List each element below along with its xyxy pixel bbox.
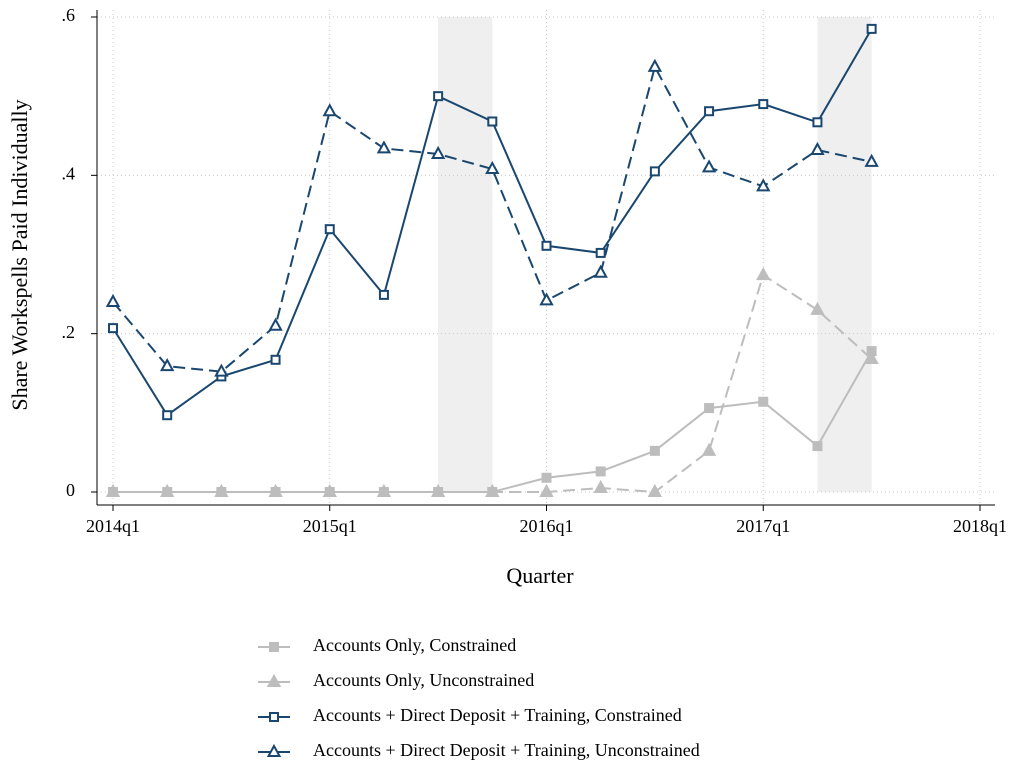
y-tick-label: 0 bbox=[66, 480, 75, 500]
marker bbox=[595, 466, 606, 477]
marker bbox=[269, 712, 279, 722]
marker bbox=[701, 159, 717, 173]
y-axis-label: Share Workspells Paid Individually bbox=[7, 99, 32, 410]
marker bbox=[268, 317, 283, 331]
series-line bbox=[112, 64, 872, 373]
marker bbox=[812, 441, 823, 452]
shaded-region bbox=[438, 17, 493, 492]
marker bbox=[810, 301, 825, 315]
marker bbox=[487, 116, 498, 127]
marker bbox=[704, 403, 715, 414]
y-tick-label: .2 bbox=[62, 322, 76, 342]
legend-label: Accounts + Direct Deposit + Training, Un… bbox=[313, 740, 700, 760]
legend-label: Accounts Only, Unconstrained bbox=[313, 670, 534, 690]
marker bbox=[105, 293, 121, 307]
x-tick-label: 2015q1 bbox=[303, 516, 357, 536]
y-tick-label: .4 bbox=[62, 163, 76, 183]
marker bbox=[539, 483, 554, 497]
marker bbox=[541, 472, 552, 483]
marker bbox=[866, 23, 877, 34]
marker bbox=[159, 358, 175, 372]
marker bbox=[593, 264, 608, 278]
marker bbox=[214, 483, 229, 497]
marker bbox=[270, 354, 281, 365]
marker bbox=[266, 673, 282, 687]
marker bbox=[105, 483, 121, 497]
x-tick-label: 2017q1 bbox=[736, 516, 790, 536]
marker bbox=[864, 350, 879, 364]
x-tick-label: 2014q1 bbox=[86, 516, 140, 536]
legend-label: Accounts + Direct Deposit + Training, Co… bbox=[313, 705, 682, 725]
marker bbox=[812, 117, 823, 128]
marker bbox=[266, 743, 282, 757]
marker bbox=[864, 153, 879, 167]
marker bbox=[376, 483, 392, 497]
marker bbox=[108, 323, 118, 334]
marker bbox=[376, 140, 392, 154]
marker bbox=[649, 166, 660, 177]
marker bbox=[701, 442, 717, 456]
marker bbox=[485, 483, 500, 497]
x-tick-label: 2018q1 bbox=[953, 516, 1007, 536]
marker bbox=[162, 410, 173, 421]
marker bbox=[430, 145, 446, 159]
marker bbox=[269, 642, 279, 652]
y-tick-label: .6 bbox=[62, 5, 76, 25]
x-tick-label: 2016q1 bbox=[520, 516, 574, 536]
legend-item: Accounts + Direct Deposit + Training, Co… bbox=[258, 705, 682, 725]
marker bbox=[268, 483, 283, 497]
marker bbox=[322, 483, 337, 497]
marker bbox=[433, 91, 444, 102]
marker bbox=[159, 483, 175, 497]
marker bbox=[541, 240, 552, 251]
marker bbox=[704, 106, 715, 117]
marker bbox=[758, 396, 769, 407]
marker bbox=[322, 103, 337, 117]
marker bbox=[647, 58, 663, 72]
marker bbox=[539, 292, 554, 306]
marker bbox=[324, 224, 335, 235]
legend-item: Accounts + Direct Deposit + Training, Un… bbox=[258, 740, 700, 760]
shaded-region bbox=[817, 17, 872, 492]
marker bbox=[430, 483, 446, 497]
marker bbox=[485, 160, 500, 174]
marker bbox=[378, 289, 389, 300]
legend-item: Accounts Only, Constrained bbox=[258, 635, 516, 655]
marker bbox=[593, 479, 608, 494]
marker bbox=[649, 445, 660, 456]
marker bbox=[756, 178, 771, 192]
legend-label: Accounts Only, Constrained bbox=[313, 635, 516, 655]
marker bbox=[810, 141, 825, 155]
marker bbox=[595, 247, 606, 258]
marker bbox=[647, 483, 663, 497]
legend-item: Accounts Only, Unconstrained bbox=[258, 670, 534, 690]
marker bbox=[214, 363, 229, 377]
x-axis-label: Quarter bbox=[506, 563, 574, 588]
marker bbox=[756, 267, 771, 281]
marker bbox=[758, 99, 769, 110]
